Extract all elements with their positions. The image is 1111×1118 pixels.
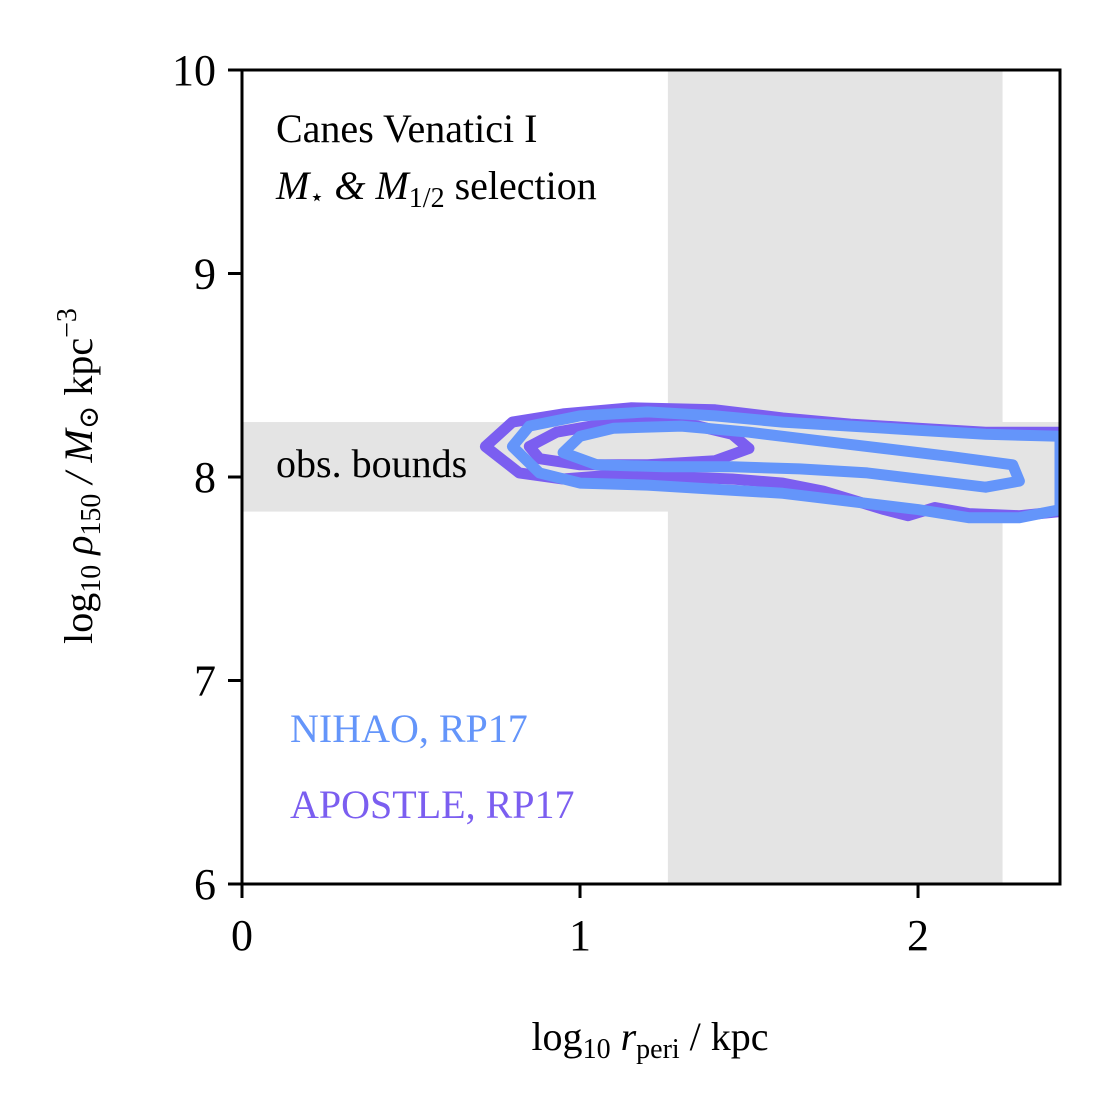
x-tick-label: 0 bbox=[231, 911, 253, 960]
annotation-title: Canes Venatici I bbox=[276, 106, 537, 151]
contour-level-2 bbox=[523, 416, 755, 471]
x-tick-label: 2 bbox=[907, 911, 929, 960]
plot-area bbox=[479, 402, 1060, 524]
y-tick-label: 6 bbox=[194, 860, 216, 909]
y-tick-label: 9 bbox=[194, 250, 216, 299]
contour-level-1 bbox=[506, 406, 1060, 524]
contour-level-2 bbox=[557, 420, 1025, 493]
series-nihao-contours bbox=[506, 406, 1060, 524]
legend-entry-nihao: NIHAO, RP17 bbox=[290, 706, 528, 751]
axes: 0 1 2 6 7 8 9 10 bbox=[172, 46, 929, 960]
x-axis-label: log10 rperi / kpc bbox=[531, 1014, 768, 1065]
y-tick-label: 8 bbox=[194, 453, 216, 502]
obs-bounds-label: obs. bounds bbox=[276, 441, 467, 486]
y-tick-label: 7 bbox=[194, 657, 216, 706]
y-axis-label: log10 ρ150 / M⊙ kpc−3 bbox=[52, 308, 107, 644]
annotation-selection: M⋆ & M1/2 selection bbox=[275, 163, 597, 214]
legend-entry-apostle: APOSTLE, RP17 bbox=[290, 782, 575, 827]
y-tick-label: 10 bbox=[172, 46, 216, 95]
x-tick-label: 1 bbox=[569, 911, 591, 960]
